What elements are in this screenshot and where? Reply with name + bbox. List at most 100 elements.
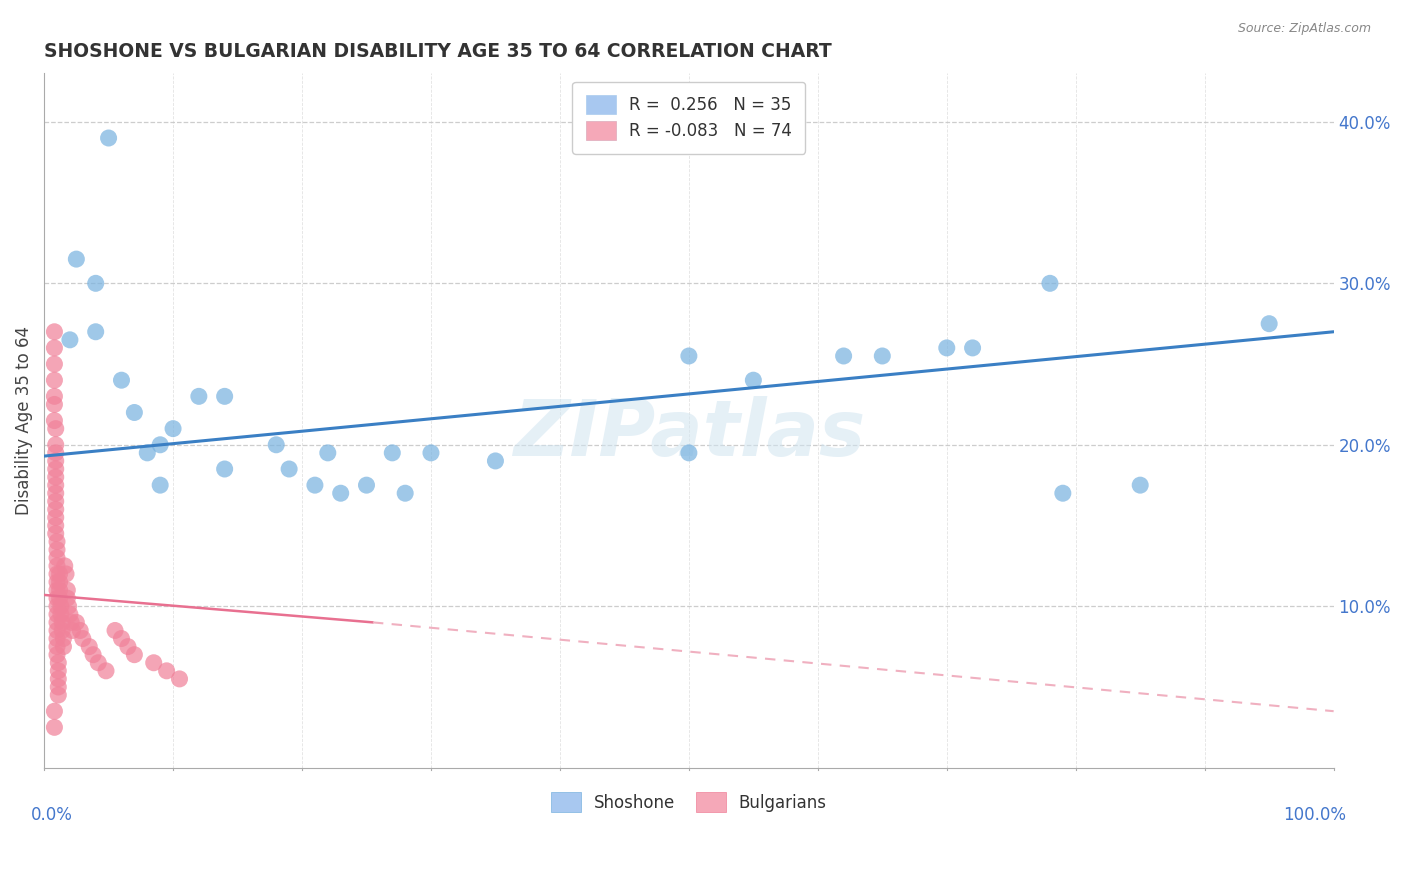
Point: [46, 542, 69, 557]
Point: [65, 615, 87, 630]
Point: [46, 656, 69, 670]
Point: [214, 389, 236, 403]
Point: [329, 486, 352, 500]
Point: [48, 566, 70, 581]
Point: [44, 325, 66, 339]
Point: [59, 607, 82, 622]
Point: [381, 446, 404, 460]
Point: [45, 454, 67, 468]
Point: [44, 720, 66, 734]
Point: [110, 632, 132, 646]
Point: [678, 446, 700, 460]
Point: [62, 624, 84, 638]
Point: [169, 672, 191, 686]
Point: [136, 446, 159, 460]
Point: [44, 397, 66, 411]
Point: [45, 494, 67, 508]
Point: [142, 656, 165, 670]
Point: [1258, 317, 1281, 331]
Point: [46, 566, 69, 581]
Point: [46, 640, 69, 654]
Point: [60, 615, 83, 630]
Point: [46, 672, 69, 686]
Point: [935, 341, 957, 355]
Point: [45, 526, 67, 541]
Point: [124, 648, 146, 662]
Point: [678, 349, 700, 363]
Point: [832, 349, 855, 363]
Point: [149, 478, 172, 492]
Point: [45, 462, 67, 476]
Point: [46, 583, 69, 598]
Point: [104, 624, 127, 638]
Point: [44, 389, 66, 403]
Point: [48, 574, 70, 589]
Point: [44, 357, 66, 371]
Point: [97, 131, 120, 145]
Point: [156, 664, 179, 678]
Point: [48, 583, 70, 598]
Point: [94, 664, 117, 678]
Point: [214, 462, 236, 476]
Point: [44, 704, 66, 718]
Point: [46, 688, 69, 702]
Point: [110, 373, 132, 387]
Point: [87, 656, 110, 670]
Point: [44, 373, 66, 387]
Point: [484, 454, 506, 468]
Point: [742, 373, 765, 387]
Point: [872, 349, 894, 363]
Point: [962, 341, 984, 355]
Text: 0.0%: 0.0%: [31, 805, 73, 824]
Text: 100.0%: 100.0%: [1284, 805, 1347, 824]
Point: [46, 591, 69, 606]
Point: [51, 624, 73, 638]
Point: [58, 599, 80, 614]
Point: [49, 599, 72, 614]
Point: [46, 574, 69, 589]
Point: [304, 478, 326, 492]
Point: [49, 607, 72, 622]
Text: Source: ZipAtlas.com: Source: ZipAtlas.com: [1237, 22, 1371, 36]
Point: [46, 624, 69, 638]
Point: [48, 591, 70, 606]
Point: [45, 518, 67, 533]
Point: [149, 438, 172, 452]
Point: [44, 341, 66, 355]
Point: [56, 583, 79, 598]
Point: [45, 478, 67, 492]
Point: [46, 680, 69, 694]
Point: [45, 510, 67, 524]
Point: [53, 558, 76, 573]
Point: [45, 438, 67, 452]
Point: [45, 502, 67, 516]
Point: [46, 648, 69, 662]
Point: [394, 486, 416, 500]
Text: ZIPatlas: ZIPatlas: [513, 396, 865, 473]
Point: [117, 640, 139, 654]
Y-axis label: Disability Age 35 to 64: Disability Age 35 to 64: [15, 326, 32, 515]
Legend: Shoshone, Bulgarians: Shoshone, Bulgarians: [544, 786, 834, 818]
Point: [45, 470, 67, 484]
Point: [56, 591, 79, 606]
Point: [84, 325, 107, 339]
Point: [45, 422, 67, 436]
Point: [45, 446, 67, 460]
Point: [264, 438, 287, 452]
Point: [1129, 478, 1152, 492]
Point: [46, 615, 69, 630]
Point: [46, 550, 69, 565]
Point: [420, 446, 443, 460]
Point: [1052, 486, 1074, 500]
Point: [316, 446, 339, 460]
Point: [45, 486, 67, 500]
Point: [59, 333, 82, 347]
Point: [46, 607, 69, 622]
Point: [278, 462, 301, 476]
Point: [55, 566, 77, 581]
Point: [46, 632, 69, 646]
Point: [356, 478, 378, 492]
Point: [52, 640, 75, 654]
Point: [46, 599, 69, 614]
Point: [65, 252, 87, 266]
